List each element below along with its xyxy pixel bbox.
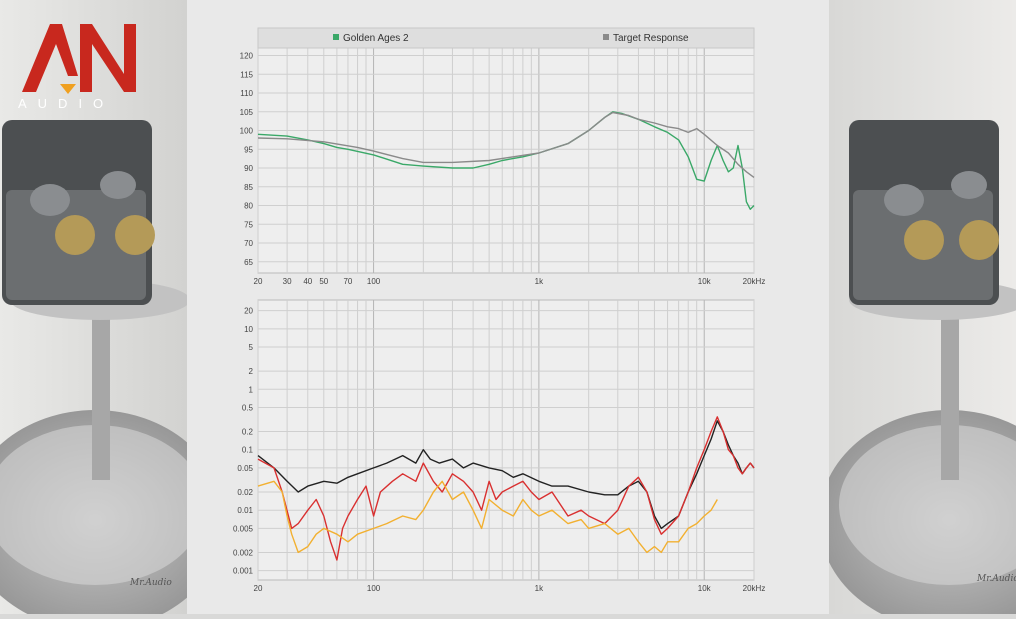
- y-tick-label: 20: [244, 307, 253, 316]
- x-tick-label: 70: [343, 277, 352, 286]
- y-tick-label: 105: [240, 108, 254, 117]
- y-tick-label: 0.02: [237, 488, 253, 497]
- y-tick-label: 2: [249, 367, 254, 376]
- y-tick-label: 65: [244, 258, 253, 267]
- x-tick-label: 20kHz: [743, 277, 766, 286]
- y-tick-label: 0.1: [242, 446, 254, 455]
- photographer-signature-right: Mr.Audio: [977, 574, 1016, 584]
- y-tick-label: 75: [244, 220, 253, 229]
- x-tick-label: 1k: [535, 584, 544, 593]
- x-tick-label: 20: [254, 277, 263, 286]
- earbuds-case-photo-right: [829, 0, 1016, 614]
- y-tick-label: 70: [244, 239, 253, 248]
- x-tick-label: 20kHz: [743, 584, 766, 593]
- plot-area: [257, 299, 755, 581]
- y-tick-label: 0.05: [237, 464, 253, 473]
- x-tick-label: 10k: [698, 584, 712, 593]
- earbuds-case-photo-left: [0, 0, 187, 614]
- x-tick-label: 10k: [698, 277, 712, 286]
- x-tick-label: 1k: [535, 277, 544, 286]
- series-line-2: [257, 416, 755, 561]
- x-tick-label: 100: [367, 277, 381, 286]
- y-tick-label: 85: [244, 183, 253, 192]
- chart-legend: Golden Ages 2 Target Response: [257, 27, 755, 49]
- y-tick-label: 120: [240, 52, 254, 61]
- x-tick-label: 100: [367, 584, 381, 593]
- left-product-photo: AUDIO Mr.Audio: [0, 0, 187, 614]
- series-line-3: [257, 480, 718, 554]
- legend-label: Golden Ages 2: [343, 33, 409, 44]
- y-tick-label: 90: [244, 164, 253, 173]
- y-tick-label: 5: [249, 343, 254, 352]
- y-tick-label: 0.001: [233, 567, 254, 576]
- y-tick-label: 1: [249, 385, 254, 394]
- legend-swatch: [603, 34, 609, 40]
- legend-box: [257, 27, 755, 49]
- x-tick-label: 50: [319, 277, 328, 286]
- y-tick-label: 0.005: [233, 524, 254, 533]
- brand-subtitle: AUDIO: [18, 96, 115, 111]
- chart-1: 65 70 75 80 85 90 95 100 105 110 115 120 20 30 40 50 70 1…: [240, 27, 766, 286]
- y-tick-label: 80: [244, 202, 253, 211]
- chart-2: 20 10 5 2 1 0.5 0.2 0.1 0.05 0.02 0.01 0.005 0.002 0.…: [233, 299, 766, 593]
- y-tick-label: 0.01: [237, 506, 253, 515]
- y-tick-label: 95: [244, 145, 253, 154]
- brand-logo: [16, 14, 156, 114]
- y-tick-label: 10: [244, 325, 253, 334]
- y-tick-label: 100: [240, 127, 254, 136]
- x-tick-label: 30: [283, 277, 292, 286]
- y-tick-label: 115: [240, 70, 253, 79]
- photographer-signature: Mr.Audio: [130, 578, 172, 588]
- an-logo-icon: [22, 24, 136, 94]
- x-tick-label: 20: [254, 584, 263, 593]
- y-tick-label: 0.002: [233, 548, 254, 557]
- series-line-2: [257, 111, 755, 178]
- legend-label: Target Response: [613, 33, 689, 44]
- legend-swatch: [333, 34, 339, 40]
- y-tick-label: 0.5: [242, 403, 254, 412]
- series-line-1: [257, 420, 755, 530]
- right-product-photo: Mr.Audio: [829, 0, 1016, 614]
- y-tick-label: 110: [240, 89, 253, 98]
- x-tick-label: 40: [303, 277, 312, 286]
- y-tick-label: 0.2: [242, 428, 254, 437]
